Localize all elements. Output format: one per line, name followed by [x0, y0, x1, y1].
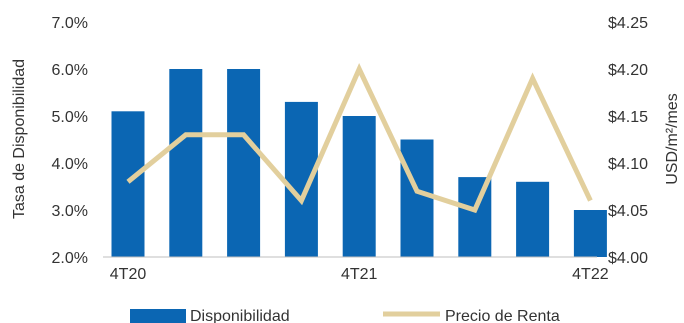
bar-1: [169, 69, 203, 257]
bar-8: [573, 210, 607, 257]
bar-series: [111, 69, 607, 258]
bar-5: [400, 139, 434, 257]
x-tick-label: 4T21: [341, 266, 378, 283]
left-tick-label: 3.0%: [52, 203, 88, 220]
legend-label-precio: Precio de Renta: [445, 308, 560, 323]
x-axis: 4T20 4T21 4T22: [110, 266, 609, 283]
precio-line: [126, 62, 593, 214]
left-tick-label: 4.0%: [52, 156, 88, 173]
bar-2: [227, 69, 261, 257]
left-tick-label: 7.0%: [52, 15, 88, 32]
right-tick-label: $4.25: [608, 15, 648, 32]
x-tick-label: 4T20: [110, 266, 147, 283]
left-tick-label: 6.0%: [52, 62, 88, 79]
bar-7: [516, 181, 550, 257]
left-tick-label: 5.0%: [52, 109, 88, 126]
right-tick-label: $4.10: [608, 156, 648, 173]
left-y-axis: 2.0% 3.0% 4.0% 5.0% 6.0% 7.0%: [52, 15, 88, 267]
legend: Disponibilidad Precio de Renta: [130, 308, 560, 323]
line-series: [126, 62, 593, 214]
right-y-axis: $4.00 $4.05 $4.10 $4.15 $4.20 $4.25: [608, 15, 648, 267]
right-tick-label: $4.05: [608, 203, 648, 220]
bar-0: [111, 111, 145, 257]
right-axis-title: USD/m²/mes: [664, 93, 681, 185]
bar-4: [342, 116, 376, 257]
x-tick-label: 4T22: [572, 266, 609, 283]
right-tick-label: $4.00: [608, 250, 648, 267]
left-tick-label: 2.0%: [52, 250, 88, 267]
right-tick-label: $4.15: [608, 109, 648, 126]
left-axis-title: Tasa de Disponibilidad: [11, 59, 28, 219]
legend-swatch-disponibilidad: [130, 309, 186, 323]
legend-label-disponibilidad: Disponibilidad: [190, 308, 290, 323]
right-tick-label: $4.20: [608, 62, 648, 79]
